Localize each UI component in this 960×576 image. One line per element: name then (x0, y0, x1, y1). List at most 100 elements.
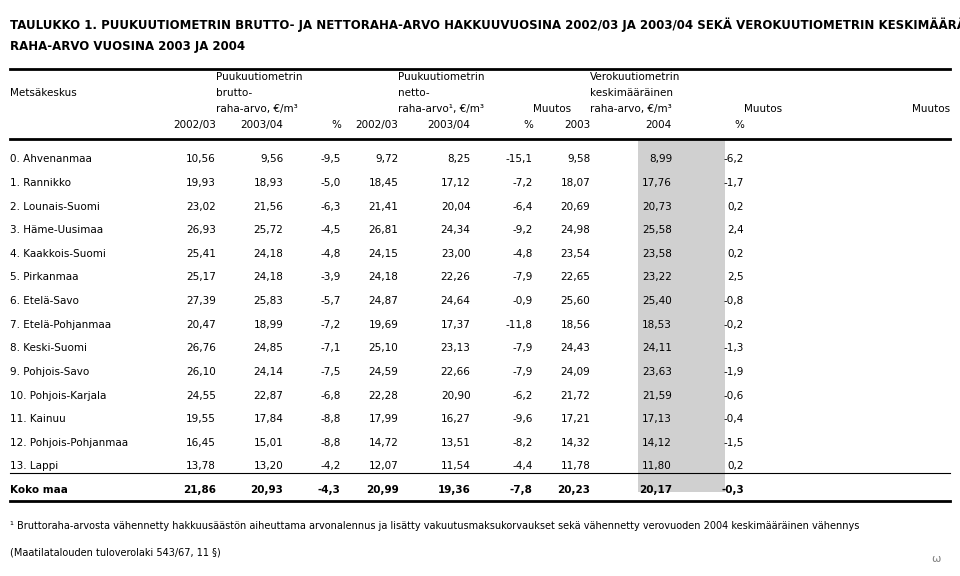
Text: 18,53: 18,53 (642, 320, 672, 329)
Text: -7,2: -7,2 (321, 320, 341, 329)
Text: 25,60: 25,60 (561, 296, 590, 306)
Text: 22,66: 22,66 (441, 367, 470, 377)
Text: 19,55: 19,55 (186, 414, 216, 424)
Text: -6,2: -6,2 (724, 154, 744, 164)
Text: 21,41: 21,41 (369, 202, 398, 211)
Text: 18,45: 18,45 (369, 178, 398, 188)
Text: 13,20: 13,20 (253, 461, 283, 471)
Text: 1. Rannikko: 1. Rannikko (10, 178, 71, 188)
Text: -6,4: -6,4 (513, 202, 533, 211)
Text: 16,27: 16,27 (441, 414, 470, 424)
Text: -4,5: -4,5 (321, 225, 341, 235)
Text: ¹ Bruttoraha-arvosta vähennetty hakkuusäästön aiheuttama arvonalennus ja lisätty: ¹ Bruttoraha-arvosta vähennetty hakkuusä… (10, 521, 859, 531)
Text: 18,07: 18,07 (561, 178, 590, 188)
Text: 24,43: 24,43 (561, 343, 590, 353)
Text: -6,2: -6,2 (513, 391, 533, 400)
Text: 2003: 2003 (564, 120, 590, 130)
Text: 16,45: 16,45 (186, 438, 216, 448)
Text: -4,2: -4,2 (321, 461, 341, 471)
Text: -0,2: -0,2 (724, 320, 744, 329)
Text: raha-arvo, €/m³: raha-arvo, €/m³ (590, 104, 672, 114)
Text: -4,3: -4,3 (318, 485, 341, 495)
Text: 24,85: 24,85 (253, 343, 283, 353)
Text: -6,8: -6,8 (321, 391, 341, 400)
Text: -15,1: -15,1 (506, 154, 533, 164)
Text: 9,58: 9,58 (567, 154, 590, 164)
Text: 24,15: 24,15 (369, 249, 398, 259)
Text: 24,59: 24,59 (369, 367, 398, 377)
Text: 20,04: 20,04 (441, 202, 470, 211)
Text: 25,72: 25,72 (253, 225, 283, 235)
Text: Puukuutiometrin: Puukuutiometrin (216, 72, 302, 82)
Text: 20,17: 20,17 (638, 485, 672, 495)
Text: -4,4: -4,4 (513, 461, 533, 471)
Text: 11. Kainuu: 11. Kainuu (10, 414, 65, 424)
Text: 9,72: 9,72 (375, 154, 398, 164)
Text: -5,0: -5,0 (321, 178, 341, 188)
Text: 26,10: 26,10 (186, 367, 216, 377)
Text: 17,13: 17,13 (642, 414, 672, 424)
Text: 23,63: 23,63 (642, 367, 672, 377)
Text: 10. Pohjois-Karjala: 10. Pohjois-Karjala (10, 391, 106, 400)
Text: -7,9: -7,9 (513, 367, 533, 377)
Text: 17,12: 17,12 (441, 178, 470, 188)
Text: -0,6: -0,6 (724, 391, 744, 400)
Text: 0. Ahvenanmaa: 0. Ahvenanmaa (10, 154, 91, 164)
Text: -8,8: -8,8 (321, 414, 341, 424)
Text: %: % (734, 120, 744, 130)
Text: 23,02: 23,02 (186, 202, 216, 211)
Text: 3. Häme-Uusimaa: 3. Häme-Uusimaa (10, 225, 103, 235)
Text: 19,93: 19,93 (186, 178, 216, 188)
Text: -0,4: -0,4 (724, 414, 744, 424)
Text: 24,18: 24,18 (369, 272, 398, 282)
Text: 26,93: 26,93 (186, 225, 216, 235)
Text: -1,3: -1,3 (724, 343, 744, 353)
Text: 23,54: 23,54 (561, 249, 590, 259)
Text: -4,8: -4,8 (513, 249, 533, 259)
Text: 17,21: 17,21 (561, 414, 590, 424)
Text: %: % (331, 120, 341, 130)
Text: 25,83: 25,83 (253, 296, 283, 306)
Text: 17,76: 17,76 (642, 178, 672, 188)
Text: 21,59: 21,59 (642, 391, 672, 400)
Text: netto-: netto- (398, 88, 430, 98)
Text: -9,2: -9,2 (513, 225, 533, 235)
Text: 25,17: 25,17 (186, 272, 216, 282)
Text: 22,65: 22,65 (561, 272, 590, 282)
Text: 18,99: 18,99 (253, 320, 283, 329)
Text: -0,3: -0,3 (721, 485, 744, 495)
Text: (Maatilatalouden tuloverolaki 543/67, 11 §): (Maatilatalouden tuloverolaki 543/67, 11… (10, 547, 221, 557)
Text: 24,87: 24,87 (369, 296, 398, 306)
Text: 11,80: 11,80 (642, 461, 672, 471)
Text: 24,34: 24,34 (441, 225, 470, 235)
Text: -11,8: -11,8 (506, 320, 533, 329)
Text: -9,6: -9,6 (513, 414, 533, 424)
Text: 23,00: 23,00 (441, 249, 470, 259)
Text: 24,55: 24,55 (186, 391, 216, 400)
Text: -4,8: -4,8 (321, 249, 341, 259)
Text: 14,72: 14,72 (369, 438, 398, 448)
Text: 8. Keski-Suomi: 8. Keski-Suomi (10, 343, 86, 353)
Text: -1,9: -1,9 (724, 367, 744, 377)
Text: 18,93: 18,93 (253, 178, 283, 188)
Text: 2. Lounais-Suomi: 2. Lounais-Suomi (10, 202, 100, 211)
Text: 24,64: 24,64 (441, 296, 470, 306)
Text: 24,11: 24,11 (642, 343, 672, 353)
Text: Koko maa: Koko maa (10, 485, 67, 495)
Text: 24,98: 24,98 (561, 225, 590, 235)
Text: 23,22: 23,22 (642, 272, 672, 282)
Text: ω: ω (931, 555, 941, 564)
Text: -7,1: -7,1 (321, 343, 341, 353)
Text: 20,47: 20,47 (186, 320, 216, 329)
Text: brutto-: brutto- (216, 88, 252, 98)
Text: -3,9: -3,9 (321, 272, 341, 282)
Text: Muutos: Muutos (533, 104, 571, 114)
Text: 11,78: 11,78 (561, 461, 590, 471)
Text: 17,84: 17,84 (253, 414, 283, 424)
Text: 9,56: 9,56 (260, 154, 283, 164)
Text: 20,99: 20,99 (366, 485, 398, 495)
Text: 5. Pirkanmaa: 5. Pirkanmaa (10, 272, 78, 282)
Text: 7. Etelä-Pohjanmaa: 7. Etelä-Pohjanmaa (10, 320, 110, 329)
Text: 14,32: 14,32 (561, 438, 590, 448)
Text: -6,3: -6,3 (321, 202, 341, 211)
